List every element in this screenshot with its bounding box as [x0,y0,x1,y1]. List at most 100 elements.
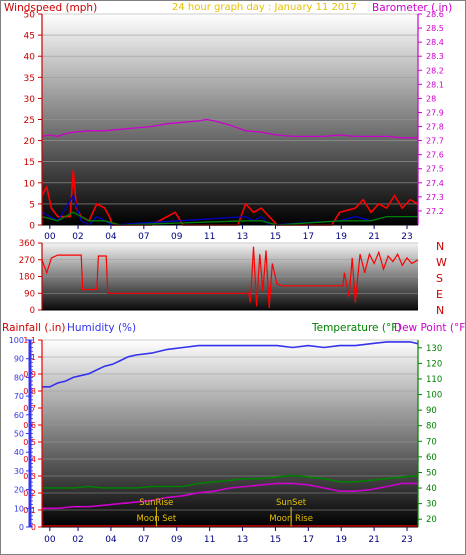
wind-x-tick-label: 23 [401,232,412,242]
wind-y-tick-label: 25 [24,116,35,126]
rain-y-tick-label: 1 [31,353,36,362]
wind-y-tick-label: 0 [29,222,35,232]
barometer-axis-title: Barometer (.in) [372,2,452,14]
wind-x-tick-label: 09 [171,232,183,242]
humidity-y-tick-label: 20 [14,486,24,495]
wind-x-tick-label: 15 [270,232,281,242]
sun-moon-annotation: Moon Set [136,514,176,524]
direction-label-e: E [436,288,443,301]
temperature-y-tick-label: 70 [426,437,437,447]
rain-x-tick-label: 13 [237,535,248,545]
barometer-y-tick-label: 28.2 [426,66,444,75]
temperature-y-tick-label: 60 [426,453,437,463]
rain-x-tick-label: 11 [204,535,215,545]
humidity-y-tick-label: 40 [14,448,24,457]
rain-x-tick-label: 09 [171,535,183,545]
rain-x-tick-label: 04 [105,535,117,545]
wind-y-tick-label: 5 [29,200,35,210]
temperature-y-tick-label: 110 [426,375,442,385]
sun-moon-annotation: Moon Rise [269,514,313,524]
wind-y-tick-label: 15 [24,158,35,168]
wind-x-tick-label: 02 [72,232,83,242]
wind-x-tick-label: 07 [138,232,149,242]
sun-moon-annotation: SunSet [276,498,307,508]
direction-y-tick-label: 180 [19,273,35,283]
wind_avg-series-line [41,211,418,226]
windspeed-axis-title: Windspeed (mph) [4,2,97,14]
temperature-y-tick-label: 20 [426,515,437,525]
wind-y-tick-label: 40 [24,53,36,63]
humidity-y-tick-label: 30 [14,467,24,476]
temperature-y-tick-label: 100 [426,391,442,401]
rain-x-tick-label: 19 [336,535,348,545]
direction-y-tick-label: 90 [24,289,35,299]
direction-y-tick-label: 270 [19,256,35,266]
barometer-y-tick-label: 28.6 [426,10,444,19]
barometer-y-tick-label: 27.5 [426,165,444,174]
temperature-y-tick-label: 80 [426,422,437,432]
dewpoint-series-line [42,482,418,510]
sun-moon-annotation: SunRise [139,498,173,508]
direction-label-n-bottom: N [436,304,444,317]
wind-x-tick-label: 11 [204,232,215,242]
wind-y-tick-label: 30 [24,95,36,105]
rain-x-tick-label: 17 [303,535,314,545]
temperature-y-tick-label: 130 [426,344,442,354]
humidity-y-tick-label: 80 [14,373,24,382]
temperature-y-tick-label: 30 [426,500,437,510]
humidity-y-tick-label: 100 [9,336,24,345]
barometer-y-tick-label: 28.5 [426,24,444,33]
direction-series-line [41,246,419,309]
rain-plot-area [42,340,418,527]
wind-y-tick-label: 10 [24,179,36,189]
wind-x-tick-label: 17 [303,232,314,242]
chart-title: 24 hour graph day : January 11 2017 [172,2,357,13]
wind-y-tick-label: 35 [24,74,35,84]
barometer-y-tick-label: 27.3 [426,193,444,202]
barometer-y-tick-label: 28.4 [426,38,444,47]
barometer-y-tick-label: 28.1 [426,80,444,89]
barometer-y-tick-label: 28.3 [426,52,444,61]
rain-x-tick-label: 07 [138,535,149,545]
wind-y-tick-label: 45 [24,32,35,42]
humidity-y-tick-label: 10 [14,504,24,513]
temperature-axis-title: Temperature (°F) [311,322,401,334]
direction-label-w: W [436,256,447,269]
rain-x-tick-label: 15 [270,535,281,545]
dewpoint-axis-title: Dew Point (°F) [394,322,466,334]
direction-y-tick-label: 360 [19,239,35,249]
humidity-y-tick-label: 90 [14,355,24,364]
rain-x-tick-label: 21 [368,535,379,545]
temperature-y-tick-label: 120 [426,359,442,369]
barometer-y-tick-label: 27.7 [426,137,444,146]
wind-x-tick-label: 13 [237,232,248,242]
temperature-y-tick-label: 40 [426,484,437,494]
barometer-y-tick-label: 27.8 [426,123,444,132]
wind-y-tick-label: 50 [24,11,36,21]
direction-y-tick-label: 0 [30,306,35,316]
wind-y-tick-label: 20 [24,137,36,147]
barometer-y-tick-label: 27.6 [426,151,444,160]
wind-x-tick-label: 04 [105,232,117,242]
barometer-series-line [41,118,418,139]
direction-label-s: S [436,272,443,285]
humidity-y-tick-label: 50 [14,430,24,439]
wind-x-tick-label: 21 [368,232,379,242]
rain-x-tick-label: 00 [44,535,56,545]
temperature-y-tick-label: 90 [426,406,437,416]
direction-label-n-top: N [436,240,444,253]
temperature-y-tick-label: 50 [426,468,437,478]
barometer-y-tick-label: 27.9 [426,108,444,117]
rainfall-axis-title: Rainfall (.in) [2,322,65,334]
rain-x-tick-label: 23 [401,535,412,545]
barometer-y-tick-label: 27.2 [426,207,444,216]
barometer-y-tick-label: 27.4 [426,179,444,188]
rain-x-tick-label: 02 [72,535,83,545]
humidity-y-tick-label: 70 [14,392,24,401]
wind-x-tick-label: 19 [336,232,348,242]
rain-y-tick-label: 0 [31,523,36,532]
temperature-series-line [42,474,419,489]
humidity-y-tick-label: 60 [14,411,24,420]
